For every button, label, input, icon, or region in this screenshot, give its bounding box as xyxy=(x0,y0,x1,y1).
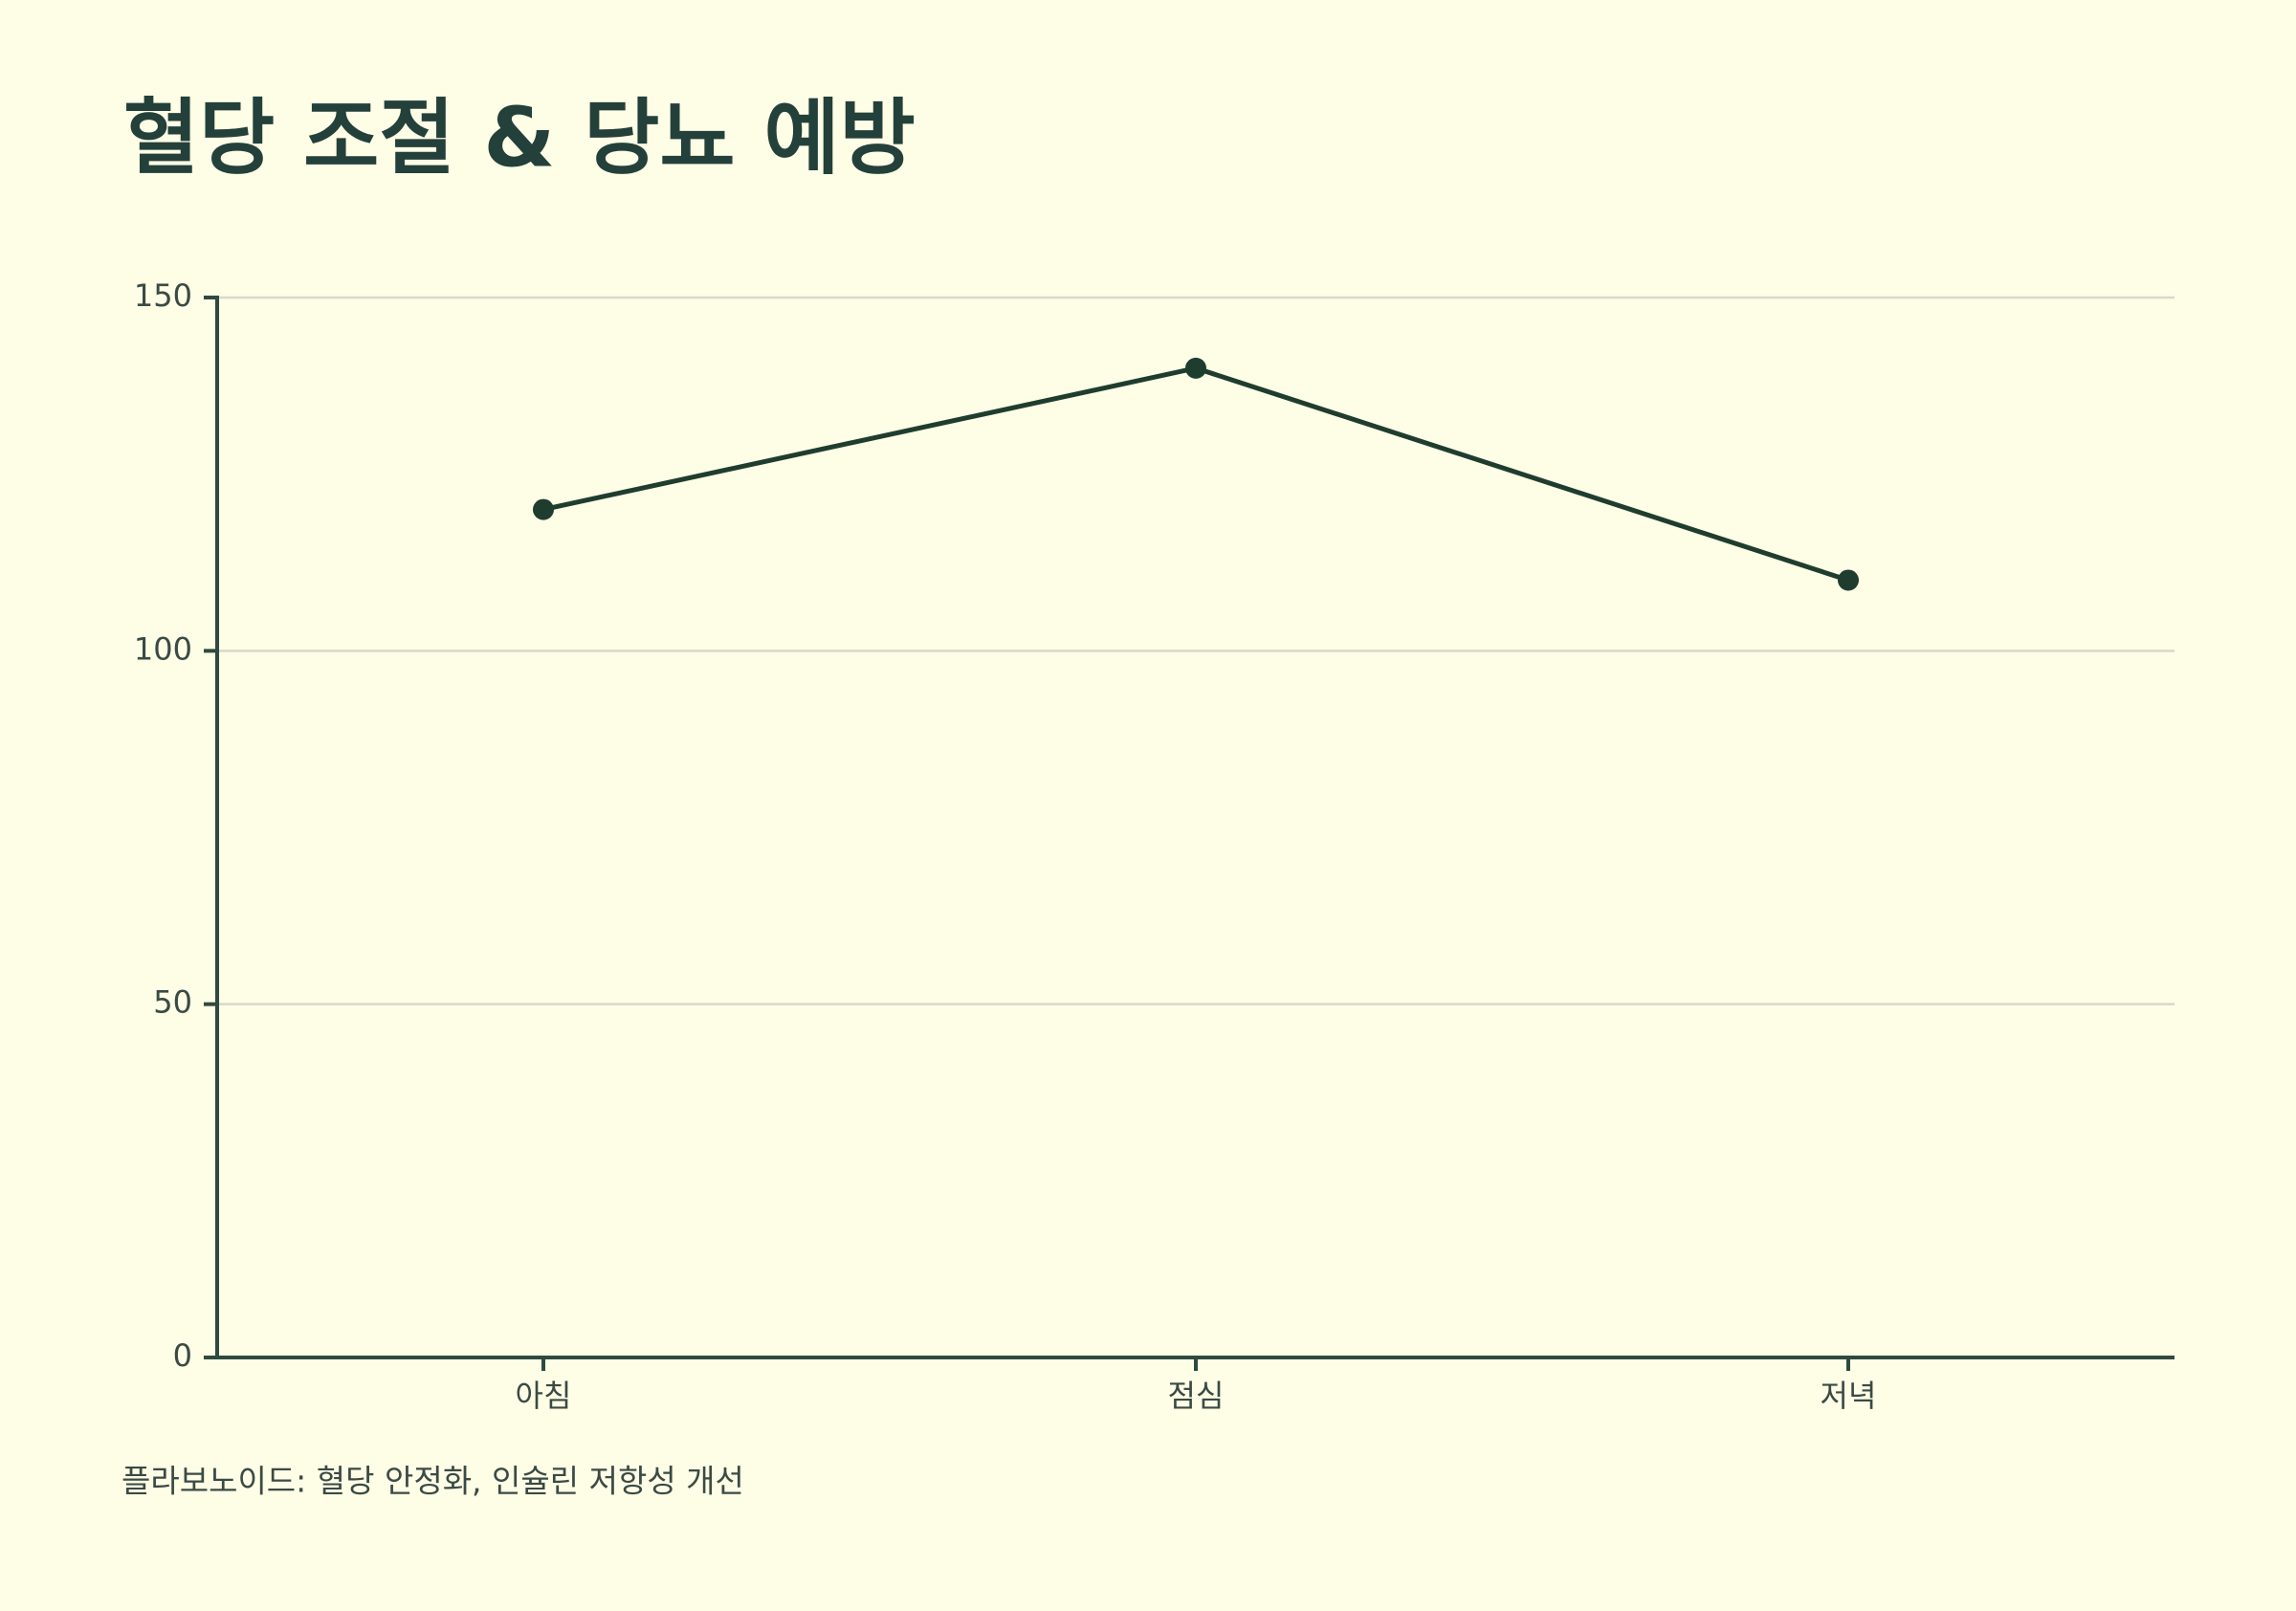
y-tick-label: 0 xyxy=(173,1337,192,1374)
x-tick-label: 점심 xyxy=(1168,1378,1225,1414)
point xyxy=(1185,357,1206,379)
y-tick-label: 150 xyxy=(134,277,192,314)
point xyxy=(533,498,554,520)
chart-title: 혈당 조절 & 당뇨 예방 xyxy=(123,90,916,186)
y-tick-label: 50 xyxy=(153,984,192,1021)
x-tick-label: 아침 xyxy=(516,1378,572,1414)
y-tick-label: 100 xyxy=(134,630,192,667)
x-tick-label: 저녁 xyxy=(1821,1378,1877,1414)
point xyxy=(1838,569,1859,591)
caption: 플라보노이드: 혈당 안정화, 인슐린 저항성 개선 xyxy=(121,1463,744,1500)
